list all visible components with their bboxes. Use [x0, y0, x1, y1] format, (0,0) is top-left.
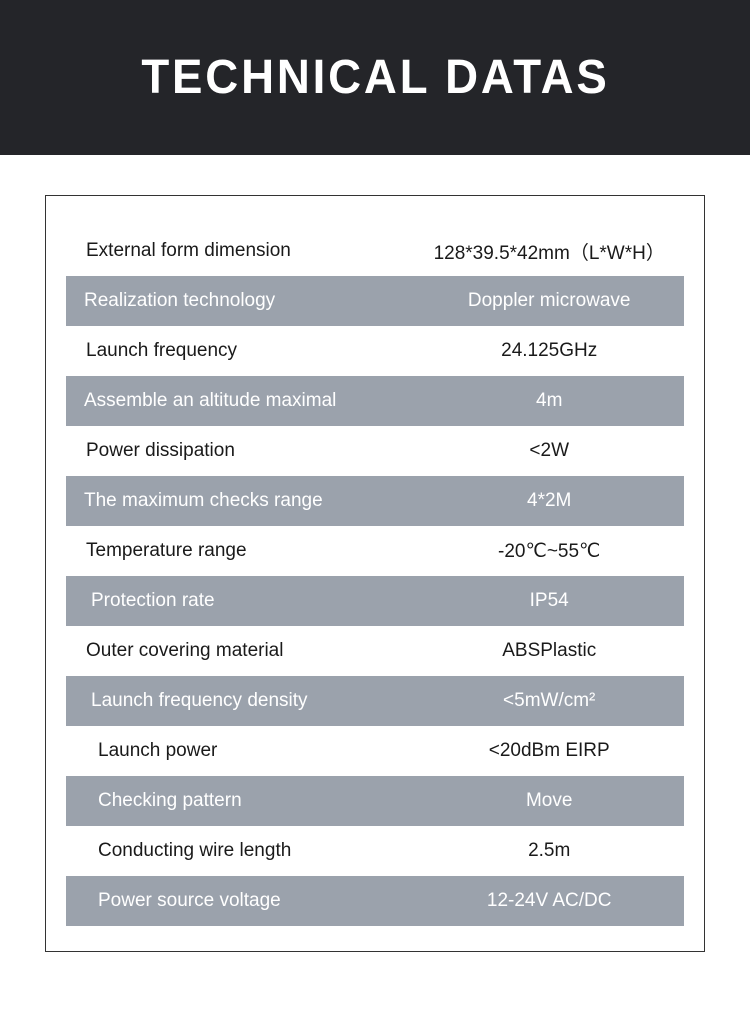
spec-label: The maximum checks range — [66, 490, 424, 512]
spec-value: <20dBm EIRP — [424, 740, 684, 762]
spec-value: IP54 — [424, 590, 684, 612]
spec-value: 128*39.5*42mm（L*W*H） — [424, 238, 684, 265]
spec-label: Launch power — [66, 740, 424, 762]
spec-label: Power dissipation — [66, 440, 424, 462]
table-row: Realization technologyDoppler microwave — [66, 276, 684, 326]
content-area: External form dimension128*39.5*42mm（L*W… — [0, 155, 750, 982]
spec-value: Move — [424, 790, 684, 812]
table-row: Outer covering materialABSPlastic — [66, 626, 684, 676]
spec-label: Protection rate — [66, 590, 424, 612]
spec-value: 4*2M — [424, 490, 684, 512]
spec-label: Launch frequency density — [66, 690, 424, 712]
spec-label: Realization technology — [66, 290, 424, 312]
spec-label: Launch frequency — [66, 340, 424, 362]
table-row: Power source voltage12-24V AC/DC — [66, 876, 684, 926]
table-row: Assemble an altitude maximal4m — [66, 376, 684, 426]
spec-label: Conducting wire length — [66, 840, 424, 862]
spec-value: 12-24V AC/DC — [424, 890, 684, 912]
spec-value: ABSPlastic — [424, 640, 684, 662]
spec-label: Checking pattern — [66, 790, 424, 812]
header-banner: TECHNICAL DATAS — [0, 0, 750, 155]
table-row: Protection rateIP54 — [66, 576, 684, 626]
table-row: Launch frequency density<5mW/cm² — [66, 676, 684, 726]
spec-value: -20℃~55℃ — [424, 540, 684, 563]
table-row: The maximum checks range4*2M — [66, 476, 684, 526]
table-row: Temperature range-20℃~55℃ — [66, 526, 684, 576]
table-row: External form dimension128*39.5*42mm（L*W… — [66, 226, 684, 276]
table-row: Launch power<20dBm EIRP — [66, 726, 684, 776]
spec-table: External form dimension128*39.5*42mm（L*W… — [45, 195, 705, 952]
spec-value: <2W — [424, 440, 684, 462]
spec-value: 24.125GHz — [424, 340, 684, 362]
spec-value: Doppler microwave — [424, 290, 684, 312]
spec-label: Power source voltage — [66, 890, 424, 912]
spec-label: Outer covering material — [66, 640, 424, 662]
table-row: Power dissipation<2W — [66, 426, 684, 476]
spec-value: 2.5m — [424, 840, 684, 862]
page-title: TECHNICAL DATAS — [141, 50, 609, 105]
spec-value: <5mW/cm² — [424, 690, 684, 712]
table-row: Conducting wire length2.5m — [66, 826, 684, 876]
spec-label: Temperature range — [66, 540, 424, 562]
table-row: Launch frequency24.125GHz — [66, 326, 684, 376]
spec-label: External form dimension — [66, 240, 424, 262]
spec-label: Assemble an altitude maximal — [66, 390, 424, 412]
spec-value: 4m — [424, 390, 684, 412]
table-row: Checking patternMove — [66, 776, 684, 826]
